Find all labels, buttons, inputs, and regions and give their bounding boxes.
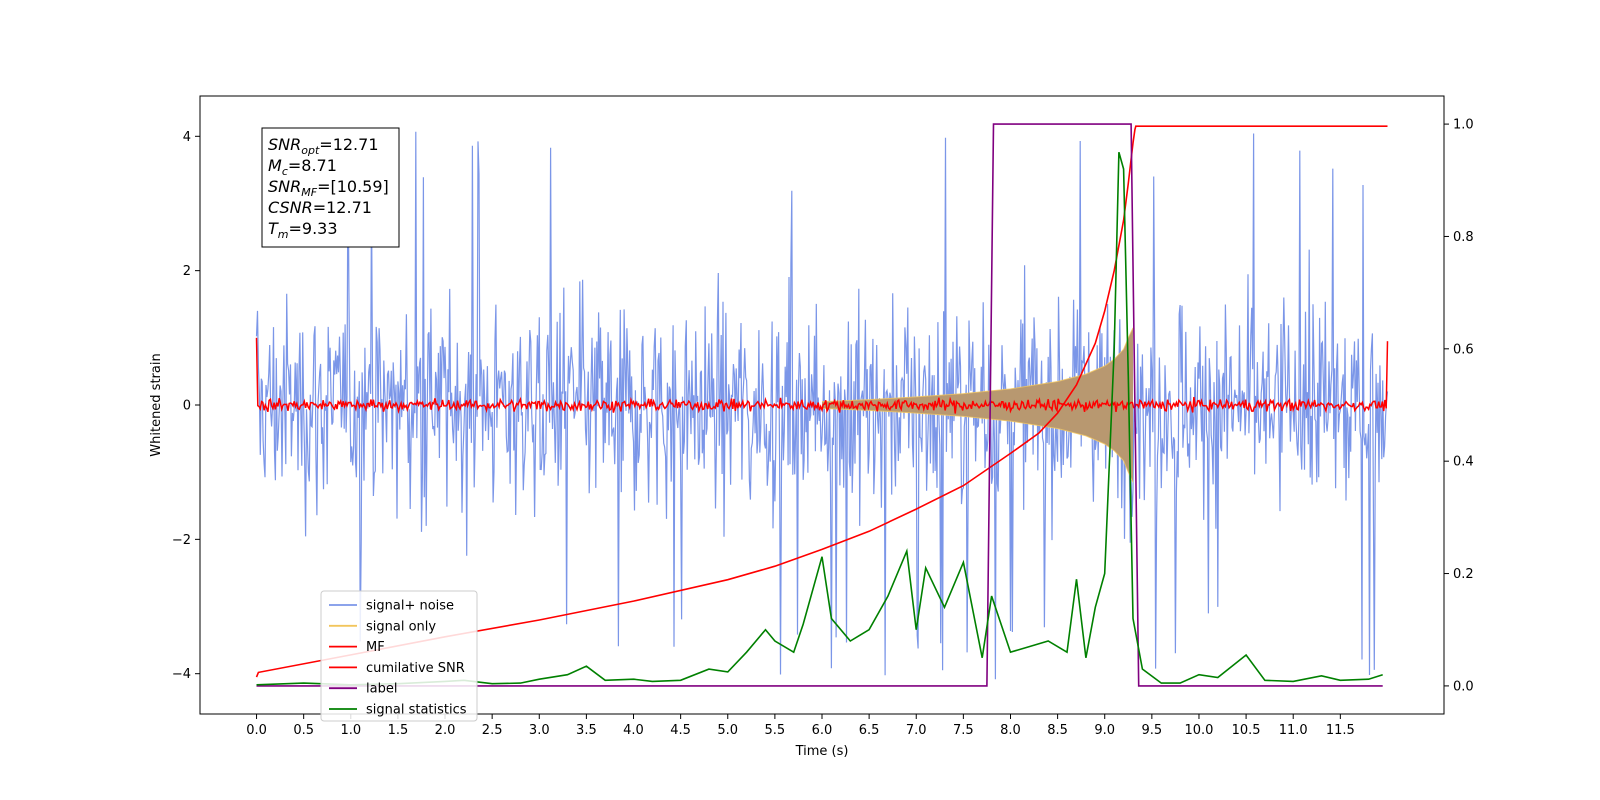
y2-tick-label: 1.0 xyxy=(1453,118,1474,133)
y-axis-label: Whitened strain xyxy=(149,353,164,456)
y2-tick-label: 0.2 xyxy=(1453,567,1474,582)
legend-label: MF xyxy=(366,640,385,655)
legend-label: signal+ noise xyxy=(366,599,454,614)
x-tick-label: 1.5 xyxy=(388,723,409,738)
series-signal-only-lower xyxy=(821,407,1134,483)
x-tick-label: 11.5 xyxy=(1326,723,1355,738)
x-tick-label: 3.5 xyxy=(576,723,597,738)
x-axis-label: Time (s) xyxy=(795,744,849,759)
x-tick-label: 9.5 xyxy=(1142,723,1163,738)
info-line: Tm=9.33 xyxy=(268,219,338,241)
x-tick-label: 1.0 xyxy=(340,723,361,738)
y-tick-label: −2 xyxy=(172,533,191,548)
series-signal-only-upper xyxy=(821,327,1134,403)
y2-tick-label: 0.8 xyxy=(1453,230,1474,245)
x-tick-label: 0.5 xyxy=(293,723,314,738)
x-tick-label: 7.5 xyxy=(953,723,974,738)
info-line: SNRMF=[10.59] xyxy=(268,177,389,199)
y-tick-label: −4 xyxy=(172,667,191,682)
series-mf xyxy=(255,337,1389,415)
x-tick-label: 9.0 xyxy=(1094,723,1115,738)
x-tick-label: 6.0 xyxy=(812,723,833,738)
x-tick-label: 11.0 xyxy=(1279,723,1308,738)
x-tick-label: 7.0 xyxy=(906,723,927,738)
y2-tick-label: 0.4 xyxy=(1453,455,1474,470)
y2-tick-label: 0.0 xyxy=(1453,679,1474,694)
legend-label: cumilative SNR xyxy=(366,661,465,676)
x-tick-label: 5.5 xyxy=(765,723,786,738)
x-tick-label: 8.5 xyxy=(1047,723,1068,738)
x-tick-label: 6.5 xyxy=(859,723,880,738)
series-signal-statistics xyxy=(256,151,1383,686)
x-tick-label: 3.0 xyxy=(529,723,550,738)
y2-tick-label: 0.6 xyxy=(1453,342,1474,357)
x-tick-label: 4.0 xyxy=(623,723,644,738)
x-tick-label: 5.0 xyxy=(717,723,738,738)
x-tick-label: 4.5 xyxy=(670,723,691,738)
info-line: CSNR=12.71 xyxy=(268,198,372,217)
x-tick-label: 0.0 xyxy=(246,723,267,738)
y-tick-label: 0 xyxy=(183,399,191,414)
x-tick-label: 8.0 xyxy=(1000,723,1021,738)
legend-label: label xyxy=(366,682,397,697)
series-signal-noise xyxy=(255,131,1389,680)
x-tick-label: 2.0 xyxy=(435,723,456,738)
x-tick-label: 2.5 xyxy=(482,723,503,738)
legend-label: signal statistics xyxy=(366,703,467,718)
info-line: SNRopt=12.71 xyxy=(268,135,379,157)
x-tick-label: 10.0 xyxy=(1184,723,1213,738)
series-cumilative-snr xyxy=(255,125,1388,678)
legend-label: signal only xyxy=(366,619,436,634)
legend: signal+ noise signal only MF cumilative SNR… xyxy=(320,590,478,722)
series-label xyxy=(256,123,1383,687)
y-tick-label: 2 xyxy=(183,264,191,279)
y-tick-label: 4 xyxy=(183,130,191,145)
info-box: SNRopt=12.71Mc=8.71SNRMF=[10.59]CSNR=12.… xyxy=(261,127,400,248)
x-tick-label: 10.5 xyxy=(1232,723,1261,738)
info-line: Mc=8.71 xyxy=(268,156,337,178)
